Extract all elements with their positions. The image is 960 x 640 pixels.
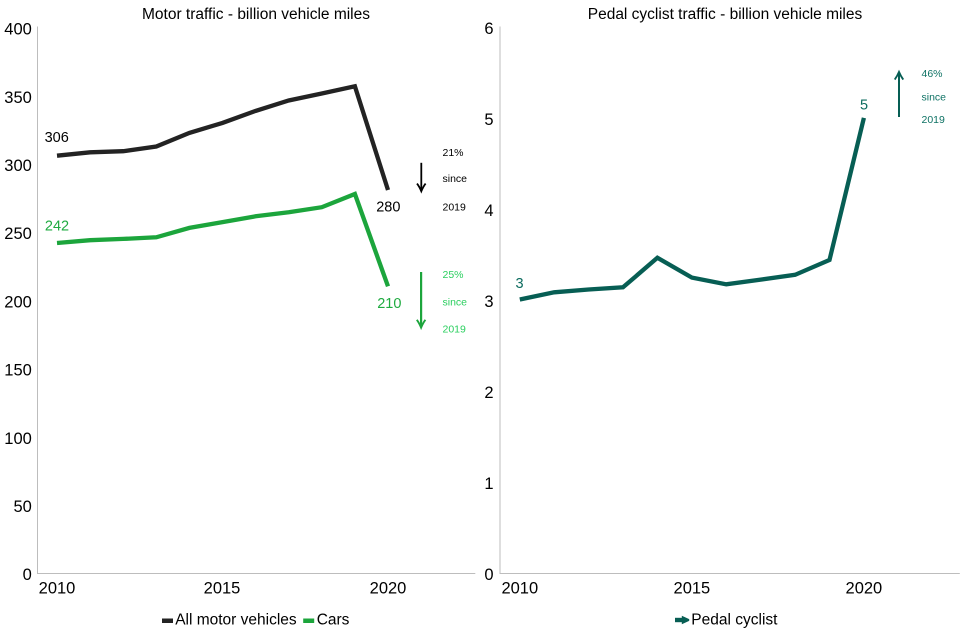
svg-text:242: 242 bbox=[45, 219, 69, 235]
svg-text:since: since bbox=[922, 91, 947, 103]
svg-text:46%: 46% bbox=[922, 68, 943, 80]
svg-text:250: 250 bbox=[4, 225, 32, 243]
svg-text:1: 1 bbox=[484, 475, 493, 493]
svg-text:2020: 2020 bbox=[370, 579, 407, 597]
svg-text:Cars: Cars bbox=[317, 611, 350, 628]
svg-text:2015: 2015 bbox=[204, 579, 241, 597]
svg-text:2010: 2010 bbox=[39, 579, 76, 597]
svg-text:2019: 2019 bbox=[443, 202, 467, 214]
svg-text:2010: 2010 bbox=[501, 579, 538, 597]
svg-text:since: since bbox=[443, 296, 468, 308]
svg-text:25%: 25% bbox=[443, 269, 464, 281]
svg-text:0: 0 bbox=[484, 566, 493, 584]
svg-text:21%: 21% bbox=[443, 147, 464, 159]
svg-text:All motor vehicles: All motor vehicles bbox=[175, 611, 297, 628]
svg-text:2019: 2019 bbox=[922, 114, 946, 126]
svg-text:306: 306 bbox=[45, 130, 69, 146]
svg-text:280: 280 bbox=[376, 199, 400, 215]
svg-text:2019: 2019 bbox=[443, 324, 467, 336]
svg-text:2: 2 bbox=[484, 384, 493, 402]
svg-text:50: 50 bbox=[13, 498, 31, 516]
svg-text:150: 150 bbox=[4, 362, 32, 380]
svg-text:210: 210 bbox=[377, 296, 401, 312]
svg-text:400: 400 bbox=[4, 21, 32, 39]
svg-text:3: 3 bbox=[515, 276, 523, 292]
svg-text:Pedal cyclist traffic - billio: Pedal cyclist traffic - billion vehicle … bbox=[588, 6, 863, 23]
svg-text:0: 0 bbox=[23, 566, 32, 584]
svg-text:3: 3 bbox=[484, 293, 493, 311]
svg-text:5: 5 bbox=[484, 111, 493, 129]
svg-text:2020: 2020 bbox=[846, 579, 883, 597]
svg-text:350: 350 bbox=[4, 89, 32, 107]
svg-text:4: 4 bbox=[484, 202, 493, 220]
svg-text:Pedal cyclist: Pedal cyclist bbox=[691, 611, 778, 628]
svg-text:2015: 2015 bbox=[674, 579, 711, 597]
svg-text:since: since bbox=[443, 173, 468, 185]
svg-text:5: 5 bbox=[860, 98, 868, 114]
svg-text:6: 6 bbox=[484, 20, 493, 38]
svg-text:Motor traffic - billion vehicl: Motor traffic - billion vehicle miles bbox=[142, 6, 370, 23]
svg-text:200: 200 bbox=[4, 293, 32, 311]
svg-text:100: 100 bbox=[4, 430, 32, 448]
svg-text:300: 300 bbox=[4, 157, 32, 175]
